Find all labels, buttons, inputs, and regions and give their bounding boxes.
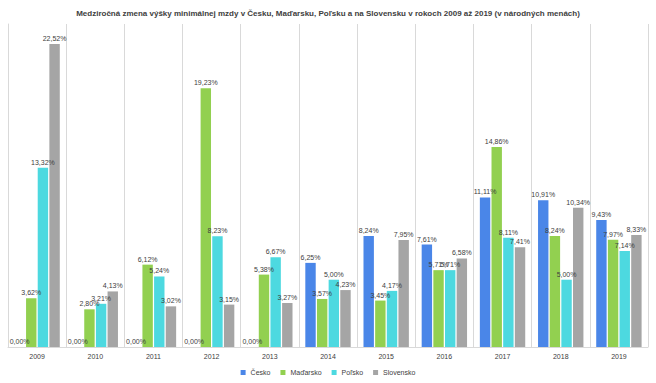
svg-text:8,24%: 8,24% bbox=[545, 227, 565, 234]
svg-text:7,61%: 7,61% bbox=[417, 236, 437, 243]
svg-text:5,00%: 5,00% bbox=[324, 271, 344, 278]
svg-text:14,86%: 14,86% bbox=[485, 138, 509, 145]
svg-text:11,11%: 11,11% bbox=[474, 188, 497, 195]
svg-text:0,00%: 0,00% bbox=[184, 338, 204, 345]
svg-text:3,21%: 3,21% bbox=[91, 295, 111, 302]
svg-text:10,91%: 10,91% bbox=[531, 191, 555, 198]
svg-text:4,13%: 4,13% bbox=[103, 282, 123, 289]
svg-text:0,00%: 0,00% bbox=[126, 338, 146, 345]
svg-text:6,58%: 6,58% bbox=[452, 249, 472, 256]
svg-text:3,62%: 3,62% bbox=[21, 289, 41, 296]
svg-text:2014: 2014 bbox=[320, 353, 336, 360]
svg-text:8,24%: 8,24% bbox=[359, 227, 379, 234]
svg-text:0,00%: 0,00% bbox=[68, 338, 88, 345]
svg-text:Poľsko: Poľsko bbox=[342, 369, 364, 376]
svg-text:8,33%: 8,33% bbox=[626, 226, 646, 233]
svg-text:0,00%: 0,00% bbox=[242, 338, 262, 345]
svg-text:Medziročná zmena výšky minimál: Medziročná zmena výšky minimálnej mzdy v… bbox=[76, 9, 580, 18]
svg-text:3,45%: 3,45% bbox=[370, 292, 390, 299]
svg-text:5,38%: 5,38% bbox=[254, 266, 274, 273]
svg-text:2011: 2011 bbox=[146, 353, 161, 360]
svg-text:2018: 2018 bbox=[553, 353, 569, 360]
svg-text:7,14%: 7,14% bbox=[615, 242, 635, 249]
svg-text:Slovensko: Slovensko bbox=[383, 369, 415, 376]
svg-text:4,17%: 4,17% bbox=[382, 282, 402, 289]
svg-text:4,23%: 4,23% bbox=[336, 281, 356, 288]
svg-text:3,27%: 3,27% bbox=[277, 294, 297, 301]
svg-text:6,67%: 6,67% bbox=[266, 248, 286, 255]
svg-text:2017: 2017 bbox=[495, 353, 511, 360]
svg-text:5,71%: 5,71% bbox=[428, 261, 449, 269]
svg-text:5,00%: 5,00% bbox=[557, 271, 577, 278]
svg-text:Maďarsko: Maďarsko bbox=[290, 369, 321, 376]
svg-text:3,15%: 3,15% bbox=[219, 296, 239, 303]
svg-text:9,43%: 9,43% bbox=[591, 211, 611, 218]
svg-text:2013: 2013 bbox=[262, 353, 278, 360]
svg-text:5,24%: 5,24% bbox=[149, 267, 169, 274]
svg-text:2009: 2009 bbox=[29, 353, 45, 360]
svg-text:7,97%: 7,97% bbox=[603, 231, 623, 238]
svg-text:22,52%: 22,52% bbox=[43, 35, 67, 42]
svg-text:2010: 2010 bbox=[87, 353, 103, 360]
svg-text:5,71%: 5,71% bbox=[440, 261, 460, 268]
svg-text:Česko: Česko bbox=[251, 368, 271, 376]
svg-text:6,12%: 6,12% bbox=[138, 256, 158, 263]
svg-text:7,41%: 7,41% bbox=[510, 238, 530, 245]
svg-text:8,23%: 8,23% bbox=[208, 227, 228, 234]
svg-text:19,23%: 19,23% bbox=[194, 79, 218, 86]
svg-text:13,32%: 13,32% bbox=[31, 159, 55, 166]
svg-text:2012: 2012 bbox=[204, 353, 220, 360]
svg-text:10,34%: 10,34% bbox=[566, 199, 590, 206]
svg-text:0,00%: 0,00% bbox=[10, 338, 30, 345]
svg-text:8,11%: 8,11% bbox=[499, 229, 518, 236]
svg-text:7,95%: 7,95% bbox=[394, 231, 414, 238]
svg-text:6,25%: 6,25% bbox=[301, 254, 321, 261]
svg-text:2015: 2015 bbox=[378, 353, 394, 360]
svg-text:3,02%: 3,02% bbox=[161, 297, 181, 304]
svg-text:2,80%: 2,80% bbox=[79, 300, 100, 308]
svg-text:3,57%: 3,57% bbox=[312, 290, 332, 297]
svg-text:2019: 2019 bbox=[611, 353, 627, 360]
svg-text:2016: 2016 bbox=[437, 353, 453, 360]
